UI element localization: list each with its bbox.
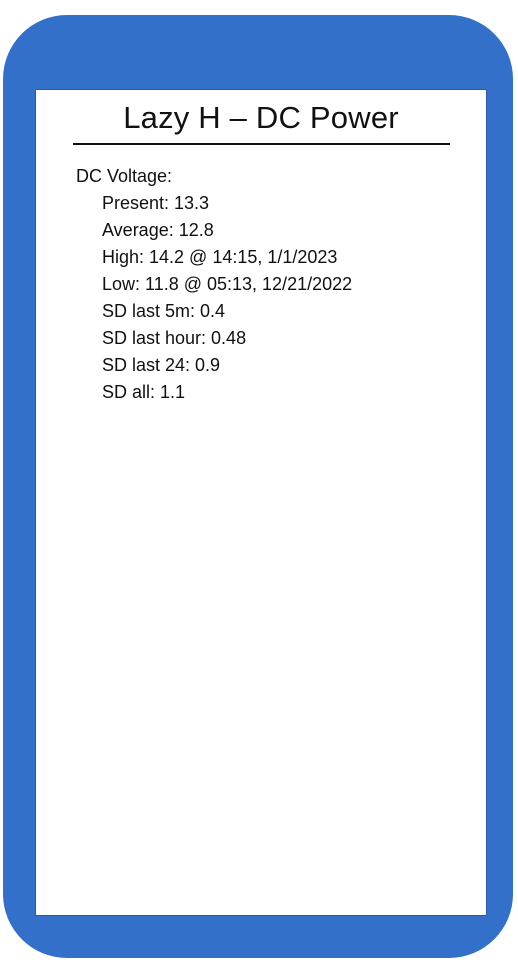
phone-frame: Lazy H – DC Power DC Voltage: Present: 1… [3,15,513,958]
dc-voltage-section: DC Voltage: Present: 13.3 Average: 12.8 … [76,163,352,406]
dc-voltage-stats-list: Present: 13.3 Average: 12.8 High: 14.2 @… [76,190,352,406]
stat-low: Low: 11.8 @ 05:13, 12/21/2022 [102,274,353,294]
app-screen: Lazy H – DC Power DC Voltage: Present: 1… [35,89,487,916]
stat-sd-last-hour: SD last hour: 0.48 [102,328,247,348]
stat-average: Average: 12.8 [102,220,214,240]
stat-sd-all: SD all: 1.1 [102,382,186,402]
stat-high: High: 14.2 @ 14:15, 1/1/2023 [102,247,338,267]
dc-voltage-label: DC Voltage: [76,166,173,186]
stat-present: Present: 13.3 [102,193,210,213]
stat-sd-last-24: SD last 24: 0.9 [102,355,221,375]
page-title: Lazy H – DC Power [123,100,399,135]
stat-sd-last-5m: SD last 5m: 0.4 [102,301,226,321]
title-divider [73,143,450,145]
